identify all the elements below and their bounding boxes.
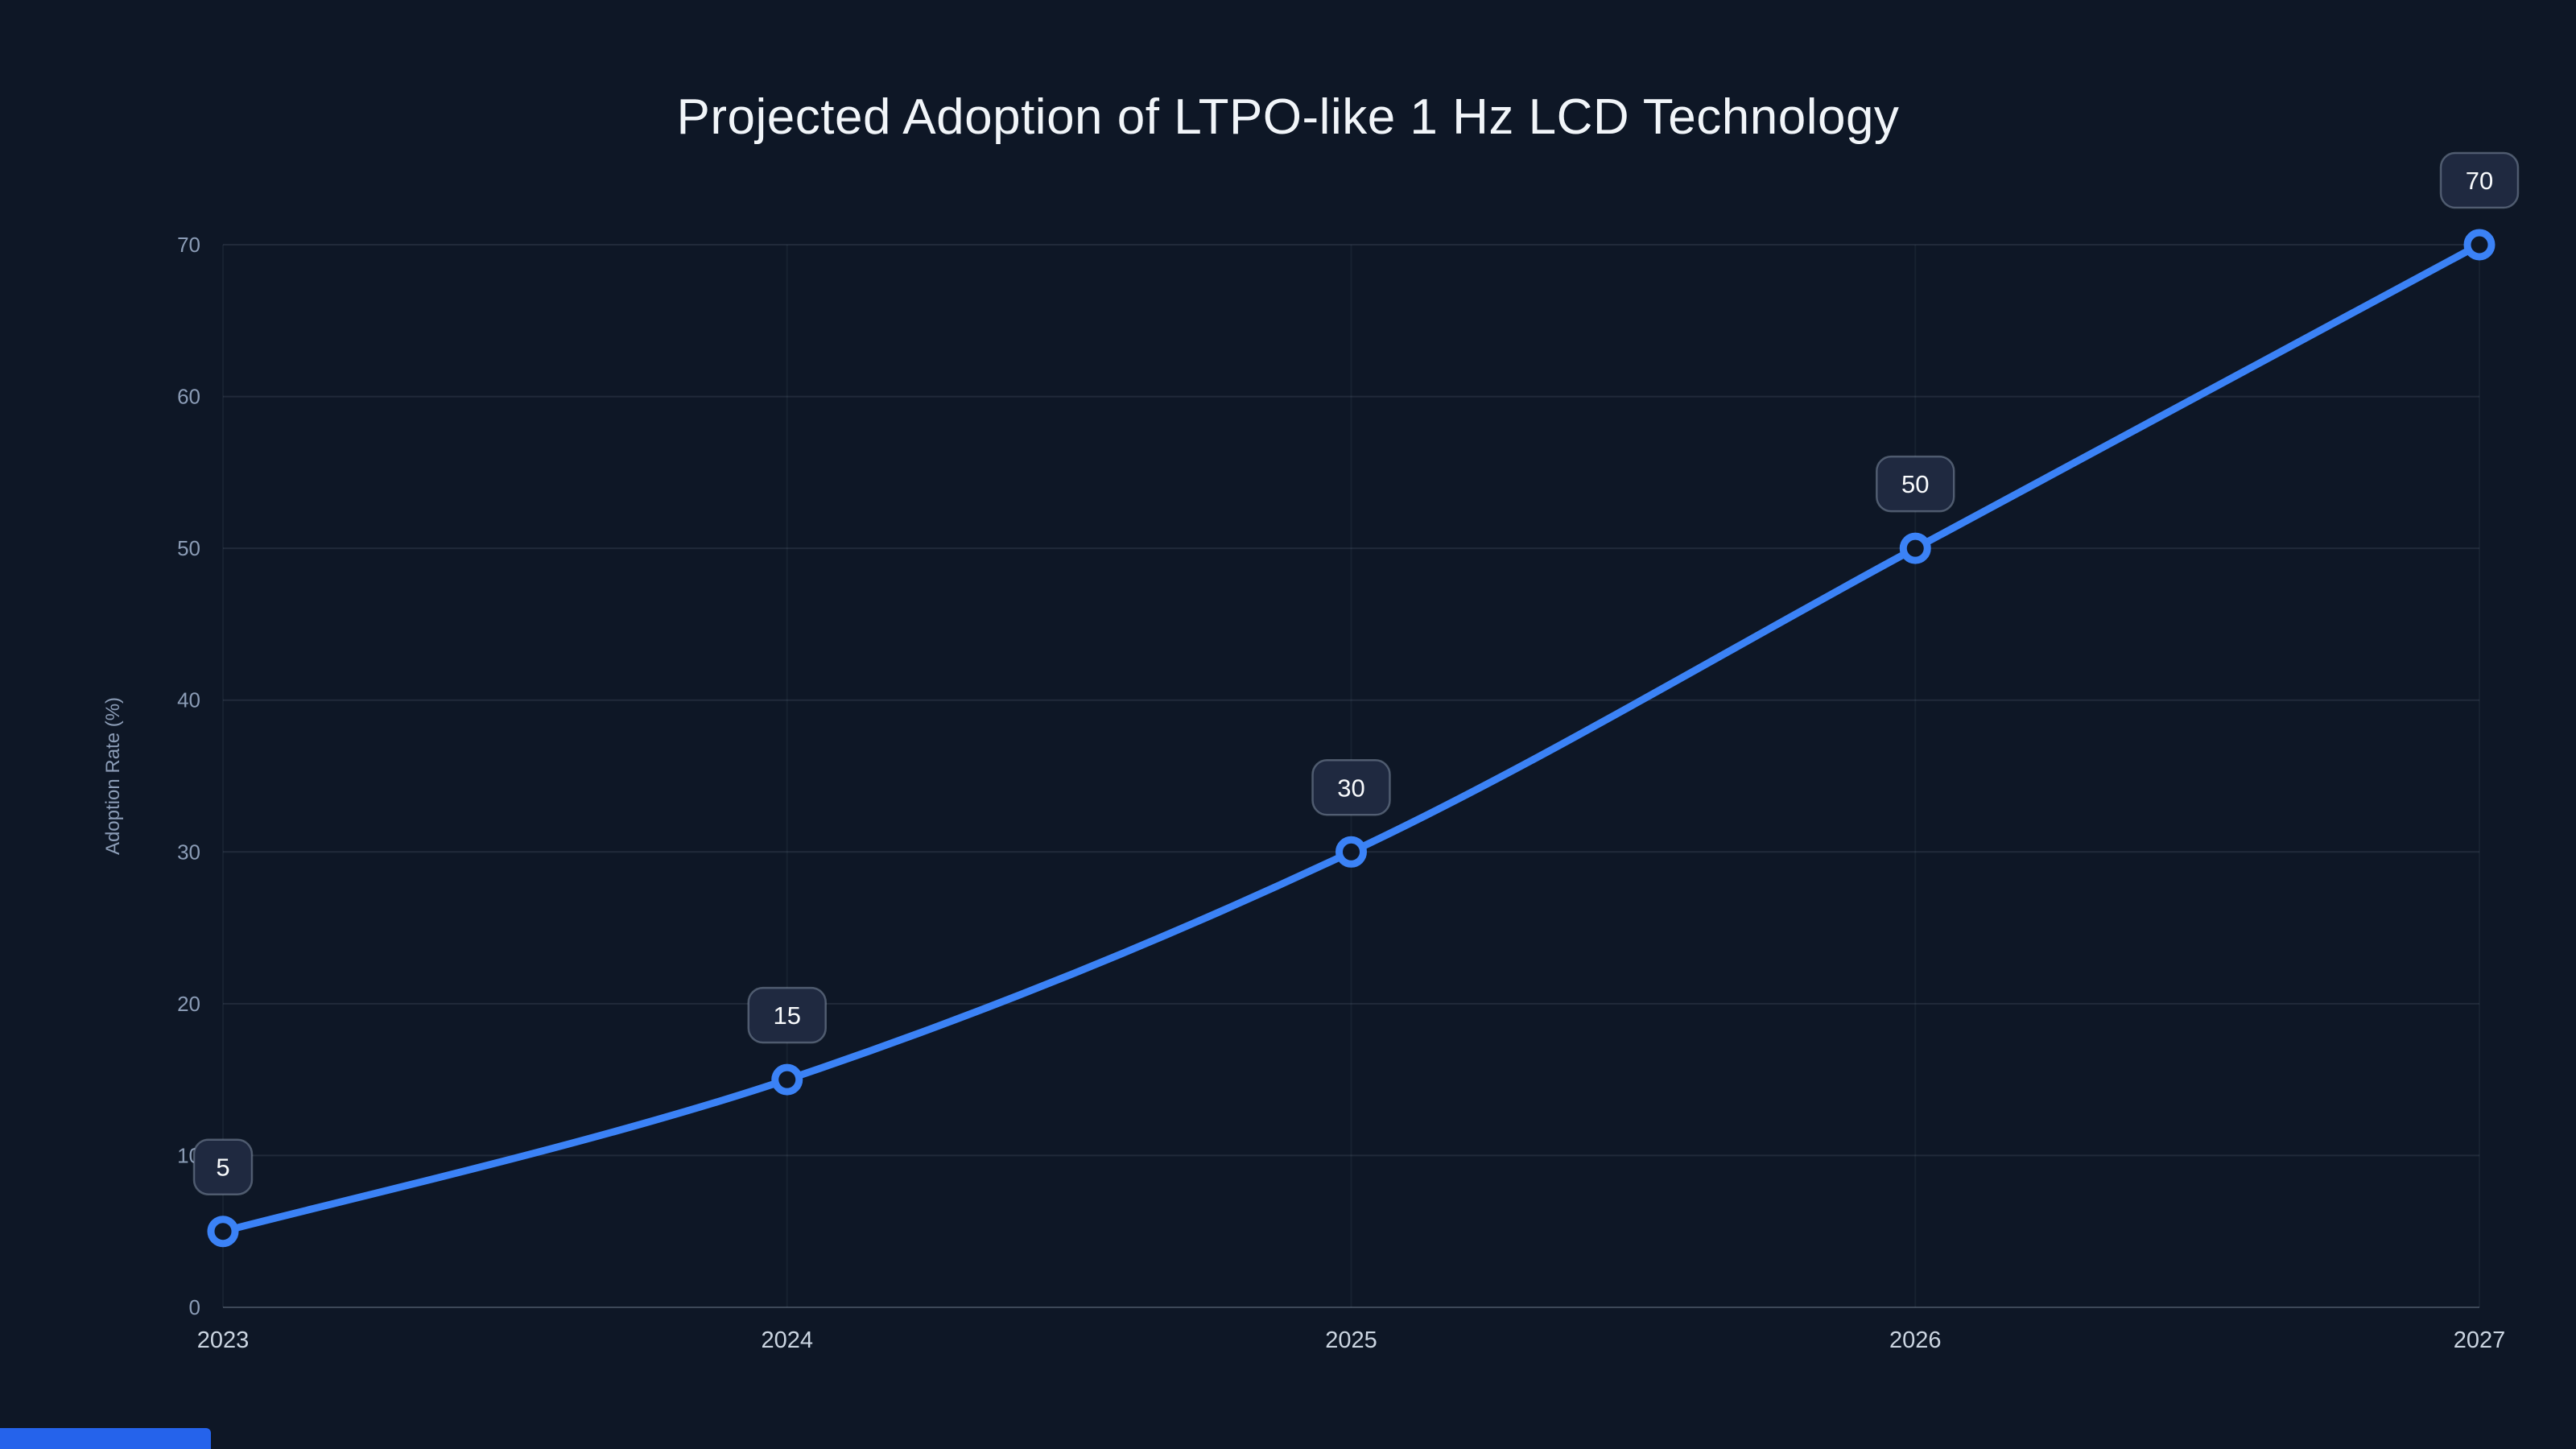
data-label-badge-box bbox=[747, 986, 827, 1044]
data-label-badge-box bbox=[192, 1138, 254, 1195]
x-tick-label: 2026 bbox=[1889, 1327, 1942, 1353]
data-label-badge-box bbox=[2439, 151, 2520, 209]
bottom-left-accent-bar bbox=[0, 1428, 211, 1449]
data-point-marker[interactable] bbox=[2463, 229, 2496, 261]
chart-title: Projected Adoption of LTPO-like 1 Hz LCD… bbox=[676, 89, 1900, 145]
data-label-text: 5 bbox=[216, 1154, 229, 1182]
data-point-marker[interactable] bbox=[1335, 836, 1367, 868]
data-label-badge: 5 bbox=[192, 1138, 254, 1195]
y-axis-title: Adoption Rate (%) bbox=[102, 697, 124, 855]
x-tick-label: 2024 bbox=[761, 1327, 813, 1353]
y-tick-label: 20 bbox=[177, 992, 200, 1016]
y-tick-label: 70 bbox=[177, 233, 200, 257]
data-label-badge: 15 bbox=[747, 986, 827, 1044]
y-tick-label: 50 bbox=[177, 536, 200, 560]
data-label-text: 70 bbox=[2466, 167, 2493, 195]
label-layer: 5 15 30 50 70 bbox=[192, 151, 2520, 1195]
data-label-badge: 50 bbox=[1876, 455, 1955, 513]
data-point-marker[interactable] bbox=[771, 1063, 803, 1096]
data-label-badge: 70 bbox=[2439, 151, 2520, 209]
data-label-text: 50 bbox=[1901, 470, 1929, 498]
data-label-text: 15 bbox=[774, 1001, 801, 1030]
data-label-badge-box bbox=[1311, 759, 1391, 816]
x-tick-label: 2023 bbox=[197, 1327, 250, 1353]
data-label-text: 30 bbox=[1337, 774, 1364, 802]
data-point-marker[interactable] bbox=[1899, 532, 1931, 564]
data-point-marker[interactable] bbox=[207, 1216, 239, 1248]
y-tick-label: 40 bbox=[177, 688, 200, 712]
y-tick-label: 60 bbox=[177, 385, 200, 409]
x-tick-label: 2025 bbox=[1325, 1327, 1377, 1353]
data-label-badge-box bbox=[1876, 455, 1955, 513]
marker-layer bbox=[207, 229, 2496, 1248]
x-tick-label: 2027 bbox=[2454, 1327, 2506, 1353]
y-tick-label: 30 bbox=[177, 840, 200, 864]
y-tick-label: 0 bbox=[189, 1295, 200, 1319]
data-label-badge: 30 bbox=[1311, 759, 1391, 816]
